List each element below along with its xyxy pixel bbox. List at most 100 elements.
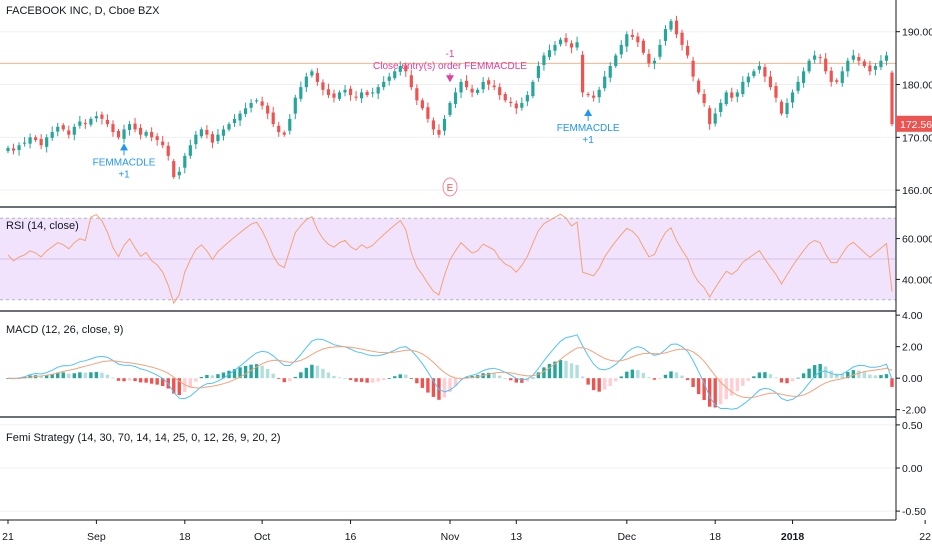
macd-hist-bar [111,377,115,379]
candle-body [249,103,253,108]
macd-hist-bar [448,378,452,393]
candle-body [685,45,690,56]
candle-body [730,92,734,98]
macd-hist-bar [868,374,872,379]
candle-body [884,55,889,61]
time-tick-label: Nov [441,531,460,543]
macd-hist-bar [326,372,331,379]
macd-hist-bar [354,378,358,382]
earnings-label: E [447,183,454,194]
macd-hist-bar [857,370,861,379]
macd-lines [7,334,893,410]
macd-hist-bar [94,371,99,379]
macd-hist-bar [50,374,54,379]
candle-body [862,61,866,67]
candle-body [514,103,518,109]
macd-hist-bar [359,378,364,382]
macd-hist-bar [72,373,76,379]
macd-hist-bar [67,373,71,379]
candle-body [470,88,474,93]
macd-hist-bar [846,371,850,379]
candle-body [603,76,607,89]
axis-tick-label: 60.0000 [902,234,932,246]
candle-body [763,67,767,77]
candle-body [680,32,684,45]
time-scale[interactable]: 21Sep18Oct16Nov13Dec18201822Feb13Mar19 [0,519,932,543]
macd-hist-bar [310,364,314,379]
macd-hist-bar [210,375,215,379]
macd-pane[interactable]: MACD (12, 26, close, 9) [6,324,894,410]
candle-body [360,92,364,99]
candle-body [846,60,850,72]
macd-hist-bar [509,378,513,381]
axis-tick-label: -2.00 [902,405,926,417]
macd-hist-bar [498,375,502,379]
candle-body [746,76,750,83]
macd-hist-bar [768,374,773,379]
candle-body [663,29,668,41]
candle-body [453,92,458,105]
axis-tick-label: 0.00 [902,463,923,475]
macd-hist-bar [315,365,320,379]
candle-body [625,34,629,47]
candle-body [487,80,491,85]
macd-hist-bar [553,361,557,379]
candle-body [641,40,645,53]
candle-body [536,66,540,78]
candle-body [636,36,640,43]
macd-hist-bar [658,378,662,379]
candle-body [72,126,76,135]
macd-hist-bar [293,376,297,379]
macd-hist-bar [674,372,679,379]
candle-body [503,94,507,101]
candle-body [105,119,110,125]
macd-hist-bar [603,378,607,390]
candle-body [139,127,143,135]
candle-body [116,130,121,138]
macd-hist-bar [415,378,419,384]
macd-hist-bar [663,374,668,379]
candle-body [326,89,331,96]
time-tick-label: 16 [345,531,357,543]
macd-hist-bar [420,378,425,388]
candle-body [824,58,828,72]
candle-body [851,55,855,60]
macd-hist-bar [260,365,264,379]
macd-hist-bar [404,374,408,379]
price-scale-bg [896,0,932,550]
axis-tick-label: 2.00 [902,342,923,354]
macd-hist-bar [779,378,784,383]
strategy-pane[interactable]: Femi Strategy (14, 30, 70, 14, 14, 25, 0… [0,424,896,512]
annotation-text: -1 [446,49,455,60]
candle-body [166,145,170,156]
macd-hist-bar [453,378,458,387]
candle-body [481,81,485,90]
macd-hist-bar [807,368,811,379]
candle-body [205,129,209,135]
time-tick-label: Oct [254,531,270,543]
macd-title: MACD (12, 26, close, 9) [6,324,123,336]
candle-body [476,89,480,93]
candle-body [348,88,353,96]
macd-hist-bar [44,375,49,379]
price-scale[interactable]: 190.00 180.00 170.00 160.00 60.0000 40.0000 4.… [895,0,932,550]
strategy-grid [0,424,896,512]
candle-body [243,108,248,115]
macd-hist-bar [752,376,756,379]
macd-hist-bar [393,376,397,379]
candle-body [713,113,717,124]
rsi-pane[interactable]: RSI (14, close) [0,213,896,305]
candle-body [227,124,231,130]
time-tick-label: 18 [179,531,191,543]
candle-body [161,141,165,146]
candle-body [409,75,413,88]
macd-hist-bar [851,370,856,379]
candle-body [277,125,281,133]
candle-body [757,66,761,70]
macd-hist-bar [757,372,762,379]
last-price-label: 172.56 [900,119,932,131]
macd-hist-bar [503,378,507,379]
